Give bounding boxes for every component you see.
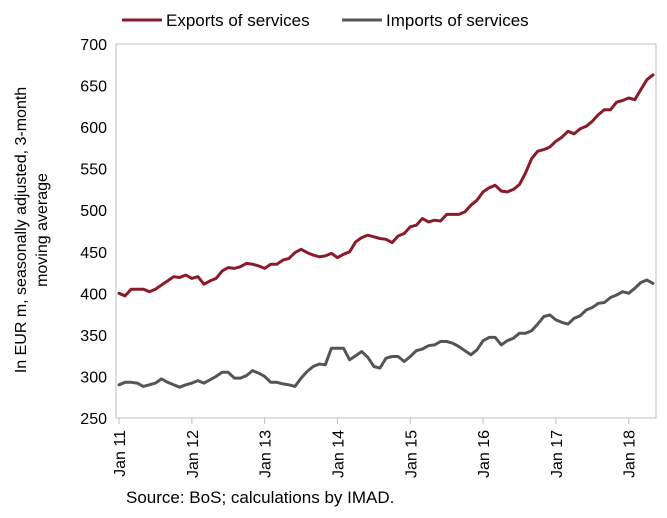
y-tick-label: 550 [80,162,107,179]
y-axis: 250 300 350 400 450 500 550 600 650 700 [80,37,107,428]
source-note: Source: BoS; calculations by IMAD. [126,488,395,507]
plot-frame [115,43,657,419]
x-axis: Jan 11 Jan 12 Jan 13 Jan 14 Jan 15 Jan 16 Jan … [112,418,639,478]
y-axis-title-line-1: In EUR m, seasonally adjusted, 3-month [13,87,30,373]
x-tick-label: Jan 11 [112,430,129,477]
line-chart: Exports of services Imports of services 2… [13,11,657,478]
y-tick-label: 400 [80,286,107,303]
series-line-exports [117,73,655,298]
y-tick-label: 250 [80,411,107,428]
y-tick-label: 500 [80,203,107,220]
y-tick-label: 600 [80,120,107,137]
y-tick-label: 700 [80,37,107,54]
x-tick-label: Jan 14 [330,430,347,478]
legend: Exports of services Imports of services [122,11,529,30]
legend-label: Imports of services [386,11,529,30]
x-tick-label: Jan 17 [549,430,566,478]
x-tick-label: Jan 18 [622,430,639,478]
plot-area [115,43,657,419]
y-tick-label: 300 [80,369,107,386]
y-tick-label: 450 [80,245,107,262]
y-axis-title-line-2: moving average [34,173,51,287]
x-tick-label: Jan 16 [476,430,493,478]
x-tick-label: Jan 12 [185,430,202,478]
y-tick-label: 350 [80,328,107,345]
y-tick-label: 650 [80,79,107,96]
x-tick-label: Jan 13 [258,430,275,478]
legend-label: Exports of services [166,11,310,30]
series-line-imports [117,278,655,389]
x-tick-label: Jan 15 [403,430,420,478]
